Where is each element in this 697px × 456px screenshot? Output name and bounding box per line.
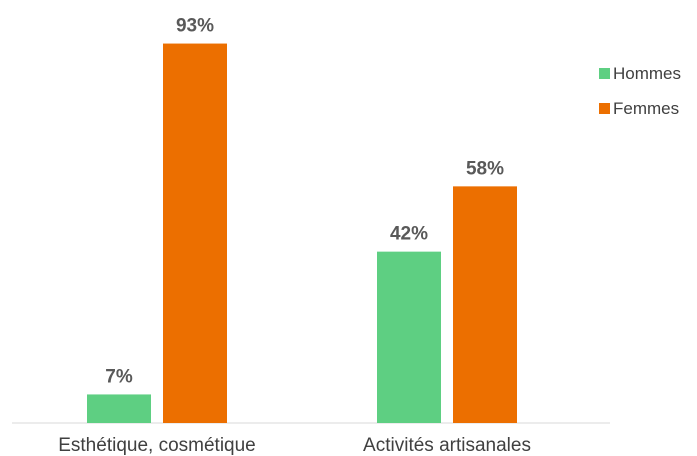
data-label-femmes-activites-artisanales: 58% (466, 158, 504, 179)
legend-label-femmes: Femmes (613, 99, 679, 118)
x-tick-label-activites-artisanales: Activités artisanales (363, 435, 531, 456)
bar-hommes-activites-artisanales (377, 251, 441, 423)
legend-swatch-femmes (599, 103, 610, 114)
data-label-hommes-activites-artisanales: 42% (390, 224, 428, 245)
bar-femmes-esthetique-cosmetique (163, 43, 227, 424)
legend: Hommes Femmes (599, 64, 681, 118)
legend-label-hommes: Hommes (613, 64, 681, 83)
bar-femmes-activites-artisanales (453, 186, 517, 423)
x-axis-tick-labels: Esthétique, cosmétique Activités artisana… (58, 435, 531, 456)
data-label-hommes-esthetique-cosmetique: 7% (105, 366, 133, 387)
data-labels-group: 7% 93% 42% 58% (105, 16, 504, 388)
bars-group (87, 43, 517, 424)
x-tick-label-esthetique-cosmetique: Esthétique, cosmétique (58, 435, 256, 456)
data-label-femmes-esthetique-cosmetique: 93% (176, 16, 214, 37)
bar-hommes-esthetique-cosmetique (87, 394, 151, 423)
legend-swatch-hommes (599, 68, 610, 79)
